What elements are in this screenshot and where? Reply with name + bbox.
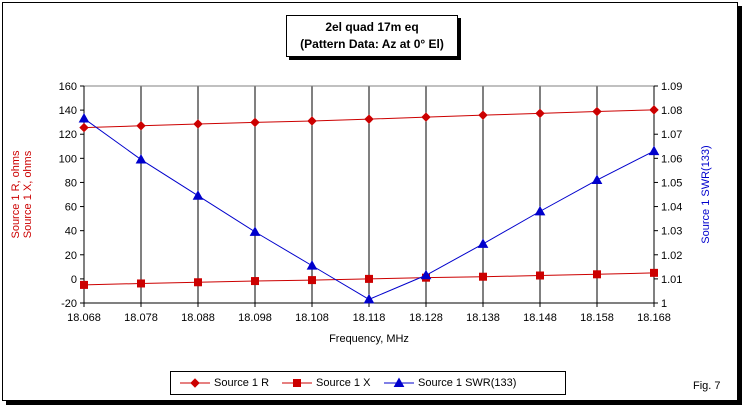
y-tick-label-left-5: 80 (65, 177, 77, 189)
legend-swatch-1 (180, 378, 210, 388)
legend-swatch-marker-2 (293, 379, 301, 388)
point-source-1-x-5 (365, 274, 373, 283)
y-tick-label-left-6: 100 (59, 153, 77, 165)
legend-swatch-marker-1 (190, 378, 200, 388)
point-source-1-x-2 (194, 278, 202, 287)
x-tick-label-8: 18.148 (523, 312, 557, 324)
chart-title-line-2: (Pattern Data: Az at 0° El) (300, 37, 444, 51)
y-tick-label-right-8: 1.08 (661, 105, 682, 117)
y-axis-title-left-2: Source 1 X, ohms (22, 150, 34, 238)
x-tick-label-10: 18.168 (637, 312, 671, 324)
point-source-1-x-4 (308, 276, 316, 285)
legend-label-1: Source 1 R (214, 377, 270, 389)
figure-label: Fig. 7 (693, 380, 721, 392)
y-tick-label-left-0: -20 (61, 298, 77, 310)
point-source-1-swr-133-10 (648, 145, 660, 156)
x-tick-label-5: 18.118 (353, 312, 386, 324)
y-tick-label-left-4: 60 (65, 202, 77, 214)
point-source-1-r-7 (478, 110, 488, 120)
y-tick-label-right-5: 1.05 (661, 177, 682, 189)
point-source-1-swr-133-1 (135, 154, 147, 164)
y-tick-label-right-0: 1 (661, 298, 667, 310)
legend-swatch-3 (384, 377, 414, 388)
chart-frame: 2el quad 17m eq (Pattern Data: Az at 0° … (2, 2, 738, 401)
x-tick-label-0: 18.068 (67, 312, 101, 324)
y-tick-label-left-8: 140 (59, 105, 77, 117)
y-tick-label-right-7: 1.07 (661, 129, 682, 141)
legend: Source 1 R Source 1 X Source 1 SWR(133) (170, 371, 566, 395)
point-source-1-swr-133-6 (420, 269, 432, 280)
chart-title-line-1: 2el quad 17m eq (325, 20, 419, 34)
point-source-1-x-7 (479, 272, 487, 281)
x-tick-label-3: 18.098 (238, 312, 272, 324)
y-tick-label-left-7: 120 (59, 129, 77, 141)
y-tick-label-left-3: 40 (65, 226, 77, 238)
y-tick-label-left-9: 160 (59, 81, 77, 93)
point-source-1-swr-133-7 (477, 238, 489, 248)
point-source-1-x-0 (80, 280, 88, 289)
point-source-1-r-6 (421, 112, 431, 122)
legend-entry-3: Source 1 SWR(133) (383, 376, 516, 390)
y-tick-label-right-1: 1.01 (661, 274, 682, 286)
x-tick-label-6: 18.128 (409, 312, 443, 324)
tick-labels: -20 0 20 40 60 80 100 120 140 160 1 1.01 1.02 1.03 1.0… (10, 81, 712, 345)
point-source-1-swr-133-2 (192, 190, 204, 200)
point-source-1-r-8 (535, 108, 545, 119)
point-source-1-swr-133-9 (591, 174, 603, 185)
y-tick-label-right-3: 1.03 (661, 226, 682, 238)
point-source-1-swr-133-8 (534, 205, 546, 216)
y-tick-label-left-1: 0 (71, 274, 77, 286)
legend-swatch-marker-3 (393, 377, 405, 388)
point-source-1-x-3 (251, 277, 259, 286)
point-source-1-swr-133-0 (78, 113, 90, 123)
point-source-1-r-2 (193, 119, 203, 129)
point-source-1-x-10 (650, 268, 658, 277)
series-layer (78, 105, 660, 304)
chart-title: 2el quad 17m eq (Pattern Data: Az at 0° … (286, 15, 458, 57)
point-source-1-r-9 (592, 106, 602, 117)
y-tick-label-left-2: 20 (65, 250, 77, 262)
y-tick-label-right-2: 1.02 (661, 250, 682, 262)
x-tick-label-1: 18.078 (124, 312, 158, 324)
x-tick-label-7: 18.138 (466, 312, 500, 324)
legend-swatch-2 (282, 379, 312, 388)
x-tick-label-4: 18.108 (295, 312, 329, 324)
point-source-1-x-8 (536, 271, 544, 280)
point-source-1-r-4 (307, 116, 317, 126)
point-source-1-r-3 (250, 117, 260, 128)
x-tick-label-2: 18.088 (181, 312, 215, 324)
y-axis-title-left-1: Source 1 R, ohms (10, 150, 22, 239)
point-source-1-r-0 (79, 122, 89, 133)
y-tick-label-right-9: 1.09 (661, 81, 682, 93)
x-axis-title: Frequency, MHz (329, 333, 409, 345)
point-source-1-r-5 (364, 114, 374, 124)
legend-label-2: Source 1 X (316, 377, 371, 389)
point-source-1-swr-133-4 (306, 260, 318, 270)
y-tick-label-right-6: 1.06 (661, 153, 682, 165)
legend-entry-1: Source 1 R (179, 376, 269, 390)
point-source-1-swr-133-5 (363, 293, 375, 304)
legend-label-3: Source 1 SWR(133) (418, 377, 517, 389)
point-source-1-x-9 (593, 270, 601, 279)
y-tick-label-right-4: 1.04 (661, 202, 682, 214)
x-tick-label-9: 18.158 (580, 312, 614, 324)
point-source-1-swr-133-3 (249, 226, 261, 236)
legend-entry-2: Source 1 X (281, 376, 370, 390)
point-source-1-x-1 (137, 279, 145, 288)
point-source-1-r-10 (649, 105, 659, 115)
point-source-1-r-1 (136, 121, 146, 131)
y-axis-title-right: Source 1 SWR(133) (700, 145, 712, 243)
